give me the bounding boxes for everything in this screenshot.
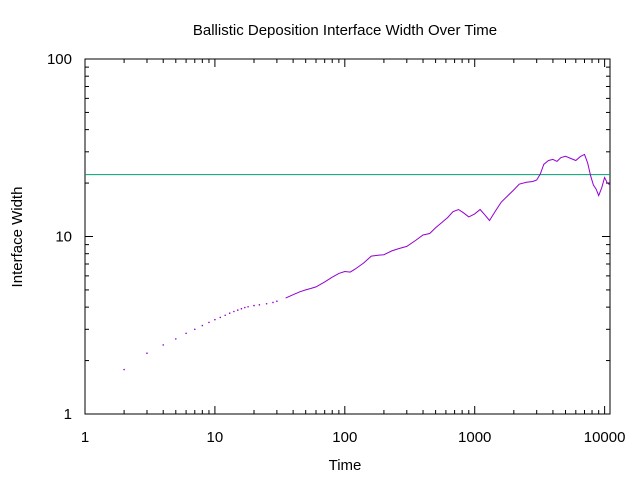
data-point bbox=[175, 338, 177, 340]
data-point bbox=[201, 324, 204, 327]
data-point bbox=[272, 301, 274, 304]
data-point bbox=[219, 316, 222, 319]
data-point bbox=[146, 352, 148, 355]
x-axis-label: Time bbox=[329, 457, 362, 474]
data-point bbox=[253, 304, 255, 307]
data-point bbox=[208, 321, 210, 324]
data-point bbox=[244, 306, 246, 309]
data-point bbox=[258, 304, 261, 306]
data-point bbox=[276, 300, 278, 303]
x-tick-label: 100 bbox=[332, 429, 357, 446]
y-tick-label: 100 bbox=[47, 51, 72, 68]
data-point bbox=[236, 309, 239, 311]
data-point bbox=[123, 368, 125, 371]
plot-area: 1 10 100 1000 10000 1 10 100 bbox=[47, 51, 626, 446]
data-point bbox=[240, 307, 243, 310]
data-point bbox=[265, 302, 268, 305]
data-series-line bbox=[285, 153, 611, 299]
data-point bbox=[228, 312, 231, 314]
data-point bbox=[233, 310, 235, 313]
x-tick-label: 1 bbox=[81, 429, 89, 446]
x-tick-label: 1000 bbox=[458, 429, 491, 446]
chart-title: Ballistic Deposition Interface Width Ove… bbox=[193, 22, 497, 39]
y-tick-label: 1 bbox=[64, 406, 72, 423]
data-point bbox=[247, 305, 249, 308]
y-tick-label: 10 bbox=[55, 229, 72, 246]
data-point bbox=[185, 332, 187, 335]
data-point bbox=[162, 344, 165, 346]
data-point bbox=[224, 314, 226, 317]
data-point bbox=[193, 328, 196, 331]
y-axis-label: Interface Width bbox=[9, 187, 26, 288]
x-tick-label: 10000 bbox=[584, 429, 626, 446]
data-point bbox=[214, 318, 216, 321]
x-tick-label: 10 bbox=[207, 429, 224, 446]
